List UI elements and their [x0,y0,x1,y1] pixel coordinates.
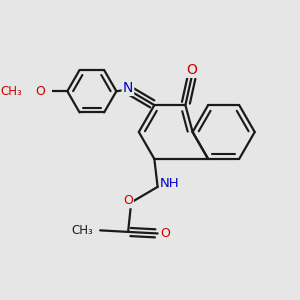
Text: CH₃: CH₃ [72,224,94,237]
Text: O: O [187,63,197,77]
Text: N: N [123,81,133,95]
Text: NH: NH [160,177,180,190]
Text: O: O [160,227,170,240]
Text: O: O [123,194,133,207]
Text: CH₃: CH₃ [0,85,22,98]
Text: O: O [35,85,45,98]
